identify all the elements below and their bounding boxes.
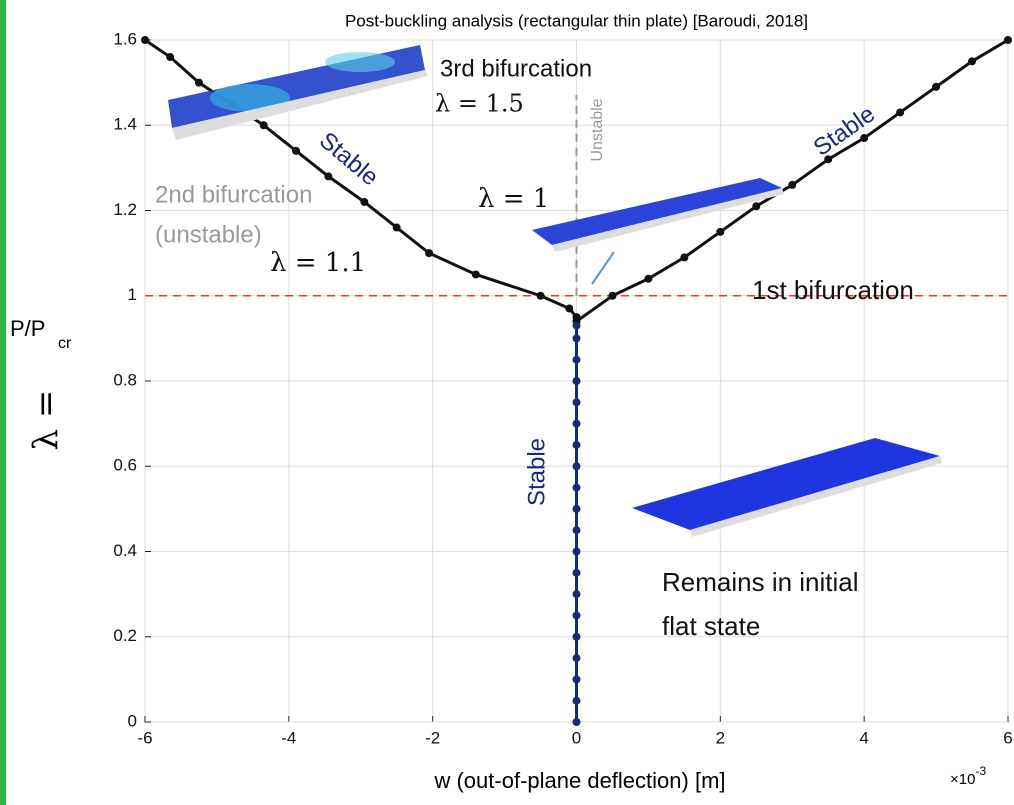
data-point [573, 356, 581, 364]
annotation: λ = 1.1 [270, 248, 366, 278]
data-point [896, 108, 904, 116]
data-point [573, 548, 581, 556]
x-tick-label: 4 [859, 728, 868, 747]
data-point [573, 718, 581, 726]
data-point [292, 147, 300, 155]
data-point [573, 462, 581, 470]
data-point [968, 57, 976, 65]
data-point [393, 224, 401, 232]
data-point [573, 697, 581, 705]
border-strip [0, 0, 6, 805]
chart-title: Post-buckling analysis (rectangular thin… [345, 11, 808, 30]
data-point [573, 420, 581, 428]
y-tick-label: 0.2 [113, 626, 137, 645]
data-point [573, 526, 581, 534]
x-tick-label: -4 [281, 728, 296, 747]
y-tick-label: 1 [128, 285, 137, 304]
data-point [1004, 36, 1012, 44]
data-point [573, 322, 581, 330]
annotation: Remains in initial [662, 567, 859, 597]
data-point [425, 249, 433, 257]
data-point [573, 590, 581, 598]
data-point [195, 79, 203, 87]
x-multiplier-exp: -3 [975, 764, 986, 778]
data-point [573, 441, 581, 449]
data-point [573, 611, 581, 619]
annotation: Stable [523, 438, 550, 506]
data-point [608, 292, 616, 300]
annotation: λ = 1 [478, 184, 549, 214]
annotation: 1st bifurcation [752, 275, 914, 305]
chart: -6 -4 -2 0 2 4 6 0 0.2 0.4 0.6 0.8 1 1.2 1.4 1.6 Post-b… [0, 0, 1014, 805]
y-tick-label: 1.4 [113, 115, 137, 134]
data-point [573, 484, 581, 492]
data-point [260, 121, 268, 129]
annotation: flat state [662, 611, 760, 641]
data-point [573, 377, 581, 385]
y-tick-label: 0.8 [113, 370, 137, 389]
data-point [472, 270, 480, 278]
annotation: (unstable) [155, 221, 262, 248]
y-axis-label: λ = [26, 390, 66, 451]
data-point [573, 569, 581, 577]
data-point [141, 36, 149, 44]
x-multiplier: ×10-3 [950, 764, 986, 788]
data-point [788, 181, 796, 189]
annotation: Stable [314, 127, 383, 191]
y-axis-label: cr [58, 335, 72, 352]
y-tick-label: 1.2 [113, 200, 137, 219]
annotation: 2nd bifurcation [155, 181, 312, 208]
y-tick-label: 0 [128, 711, 137, 730]
data-point [573, 633, 581, 641]
y-tick-label: 0.6 [113, 456, 137, 475]
data-point [573, 505, 581, 513]
data-point [716, 228, 724, 236]
x-tick-label: 0 [572, 728, 581, 747]
data-point [932, 83, 940, 91]
data-point [644, 275, 652, 283]
y-tick-label: 0.4 [113, 541, 137, 560]
data-point [573, 398, 581, 406]
annotation: 3rd bifurcation [440, 55, 592, 82]
data-point [573, 654, 581, 662]
x-tick-label: 6 [1003, 728, 1012, 747]
y-axis-label: P/P [10, 316, 45, 341]
data-point [680, 253, 688, 261]
data-point [573, 675, 581, 683]
data-point [537, 292, 545, 300]
data-point [166, 53, 174, 61]
data-point [324, 172, 332, 180]
data-point [573, 334, 581, 342]
y-tick-label: 1.6 [113, 29, 137, 48]
data-point [752, 202, 760, 210]
x-tick-label: 2 [716, 728, 725, 747]
arrow [592, 252, 614, 284]
annotation: λ = 1.5 [435, 90, 524, 118]
data-point [360, 198, 368, 206]
x-axis-label: w (out-of-plane deflection) [m] [433, 768, 725, 793]
x-tick-label: -2 [425, 728, 440, 747]
x-tick-label: -6 [137, 728, 152, 747]
annotation: Stable [809, 100, 880, 161]
data-point [565, 305, 573, 313]
annotation: Unstable [589, 98, 606, 161]
